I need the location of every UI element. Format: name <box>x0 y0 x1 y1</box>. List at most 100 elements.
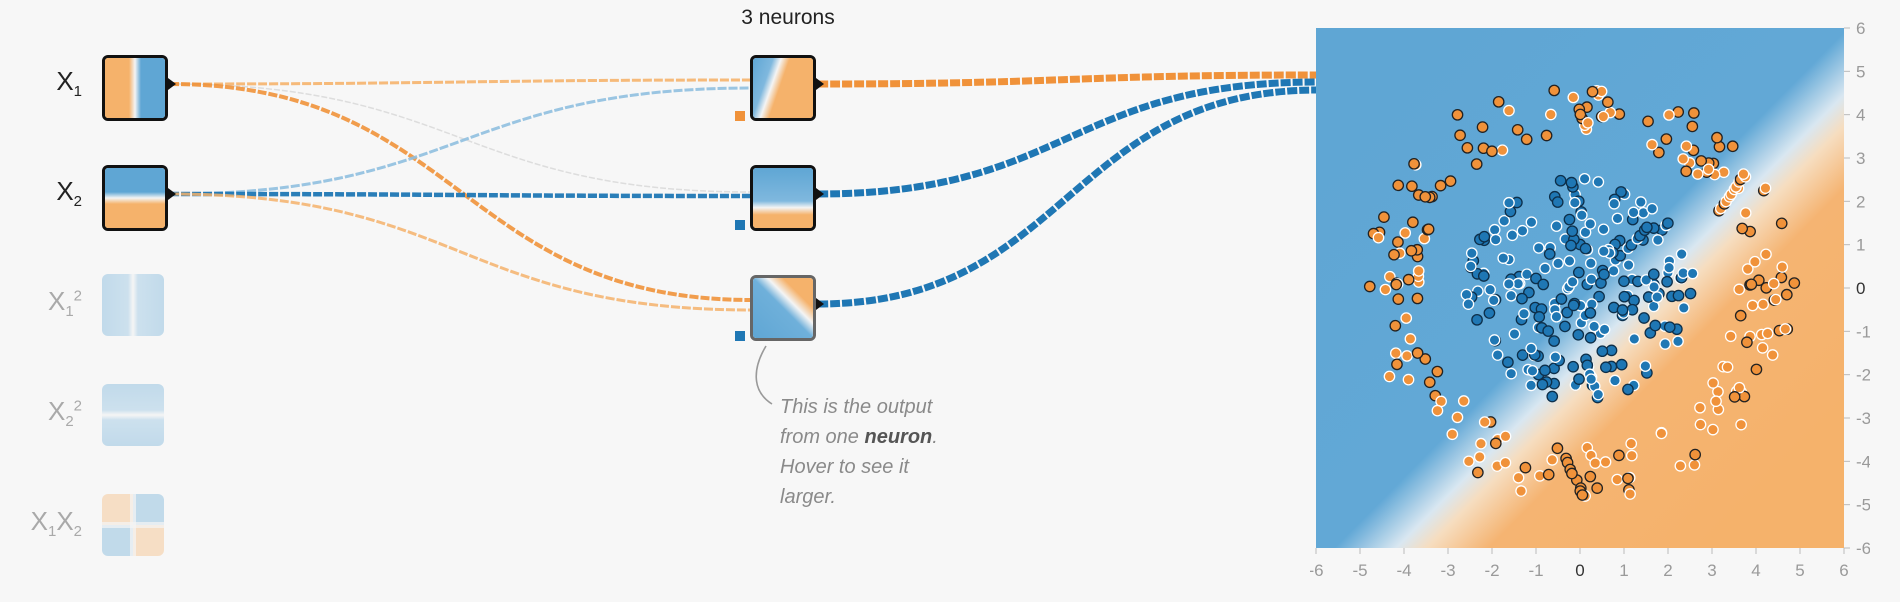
input-node-x2-squared[interactable] <box>102 384 164 446</box>
sample-point <box>1724 330 1737 343</box>
link-x2-n2[interactable] <box>169 191 753 199</box>
hidden-neuron-2[interactable] <box>750 165 816 231</box>
sample-point <box>1598 268 1610 281</box>
link-n2-out[interactable] <box>817 78 1319 198</box>
sample-point <box>1608 197 1621 210</box>
sample-point <box>1484 283 1496 296</box>
input-node-x2[interactable] <box>102 165 168 231</box>
sample-point <box>1477 270 1490 282</box>
sample-point <box>1567 299 1580 312</box>
hidden-neuron-3-heatmap <box>753 278 813 338</box>
input-label-x2sq-sup: 2 <box>73 397 82 415</box>
sample-point <box>1444 175 1457 187</box>
bias-neuron-3[interactable] <box>735 331 745 341</box>
sample-point <box>1775 217 1788 230</box>
input-label-x2-sub: 2 <box>73 193 82 211</box>
sample-point <box>1759 182 1772 194</box>
sample-point <box>1579 242 1592 255</box>
sample-point <box>1462 298 1475 310</box>
sample-point <box>1776 261 1789 273</box>
sample-point <box>1567 91 1580 104</box>
sample-point <box>1489 233 1502 246</box>
sample-point <box>1585 273 1598 286</box>
sample-point <box>1550 220 1563 232</box>
node-output-arrow-icon <box>168 188 176 200</box>
sample-point <box>1378 211 1390 223</box>
hidden-layer-title: 3 neurons <box>741 6 835 29</box>
sample-point <box>1536 378 1549 391</box>
input-node-x1[interactable] <box>102 55 168 121</box>
sample-point <box>1451 108 1464 121</box>
node-output-arrow-icon <box>816 188 824 200</box>
sample-point <box>1548 84 1561 97</box>
sample-point <box>1561 306 1573 319</box>
sample-point <box>1622 259 1635 271</box>
sample-point <box>1461 141 1474 154</box>
sample-point <box>1470 158 1483 170</box>
y-tick-label: 0 <box>1856 279 1865 298</box>
sample-point <box>1546 390 1559 403</box>
sample-point <box>1591 482 1604 494</box>
sample-point <box>1686 120 1699 133</box>
sample-point <box>1496 144 1509 157</box>
sample-point <box>1486 145 1498 158</box>
x-tick-label: -5 <box>1352 561 1367 580</box>
sample-point <box>1487 294 1500 307</box>
sample-point <box>1622 383 1634 396</box>
input-node-x2-heatmap <box>105 168 165 228</box>
data-points <box>1363 84 1801 502</box>
sample-point <box>1584 331 1597 344</box>
sample-point <box>1675 248 1688 260</box>
sample-point <box>1489 437 1502 450</box>
y-axis: 6 5 4 3 2 1 0 -1 -2 -3 -4 -5 -6 <box>1844 19 1870 558</box>
sample-point <box>1680 165 1693 178</box>
x-axis: -6 -5 -4 -3 -2 -1 0 1 2 3 4 5 6 <box>1310 548 1849 580</box>
x-tick-label: 5 <box>1795 561 1804 580</box>
sample-point <box>1451 411 1464 424</box>
sample-point <box>1379 283 1392 296</box>
annotation-line-2: from one neuron. <box>780 422 980 452</box>
sample-point <box>1688 459 1701 471</box>
input-label-x2-squared: X22 <box>22 396 82 430</box>
sample-point <box>1503 196 1515 209</box>
sample-point <box>1406 180 1418 193</box>
sample-point <box>1389 347 1402 360</box>
sample-point <box>1520 133 1533 146</box>
sample-point <box>1525 216 1538 229</box>
link-x2-n3[interactable] <box>169 192 753 312</box>
bias-neuron-1[interactable] <box>735 111 745 121</box>
sample-point <box>1383 370 1396 383</box>
hidden-neuron-3[interactable] <box>750 275 816 341</box>
sample-point <box>1478 416 1491 428</box>
hidden-neuron-2-heatmap <box>753 168 813 228</box>
sample-point <box>1780 288 1793 301</box>
link-n1-out[interactable] <box>817 71 1319 88</box>
annotation-line-2-suffix: . <box>932 426 938 448</box>
sample-point <box>1404 333 1417 345</box>
y-tick-label: -1 <box>1856 322 1870 341</box>
sample-point <box>1566 467 1578 480</box>
input-node-x1-squared[interactable] <box>102 274 164 336</box>
sample-point <box>1674 460 1687 472</box>
link-x1-n3[interactable] <box>169 82 753 302</box>
sample-point <box>1392 293 1405 305</box>
link-x1-n2[interactable] <box>169 83 753 193</box>
output-decision-plot[interactable]: -6 -5 -4 -3 -2 -1 0 1 2 3 4 5 6 6 5 4 3 2 1 0 -1 -2 -3 -4 -5 -6 <box>1310 0 1870 602</box>
bias-neuron-2[interactable] <box>735 220 745 230</box>
sample-point <box>1663 109 1675 121</box>
sample-point <box>1472 466 1484 479</box>
link-x2-n1[interactable] <box>169 86 753 196</box>
link-x1-n1[interactable] <box>169 78 753 86</box>
sample-point <box>1746 299 1759 312</box>
sample-point <box>1646 202 1658 215</box>
sample-point <box>1655 427 1668 440</box>
hidden-neuron-1[interactable] <box>750 55 816 121</box>
link-n3-out[interactable] <box>817 86 1319 308</box>
input-node-x1x2[interactable] <box>102 494 164 556</box>
sample-point <box>1582 116 1594 129</box>
input-label-x1x2-sub2: 2 <box>73 523 82 541</box>
sample-point <box>1502 356 1514 369</box>
sample-point <box>1689 448 1702 461</box>
sample-point <box>1694 418 1707 431</box>
